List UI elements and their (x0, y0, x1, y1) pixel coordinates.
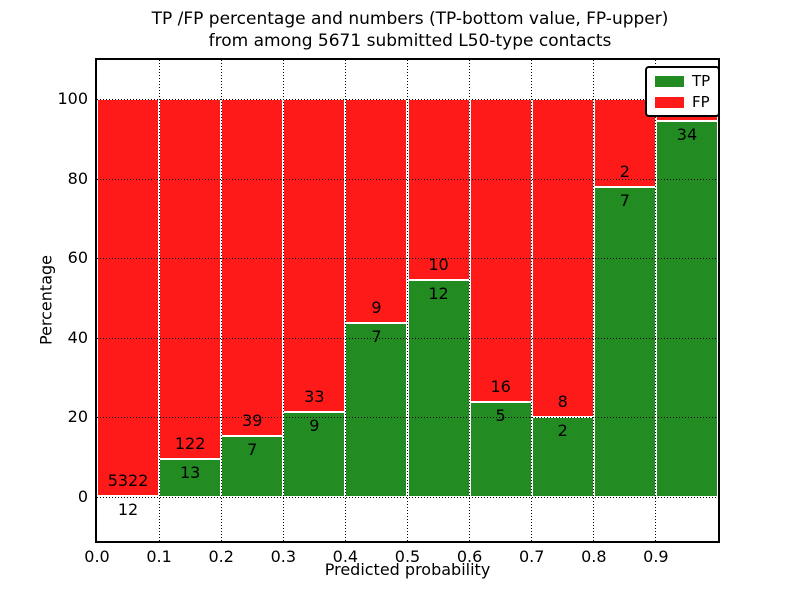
fp-bar-2 (221, 99, 284, 437)
legend-patch-fp (655, 96, 684, 108)
chart-title-line2: from among 5671 submitted L50-type conta… (208, 31, 612, 51)
tp-bar-7 (531, 417, 594, 497)
tp-count-label-8: 7 (619, 191, 630, 211)
fp-bar-5 (407, 99, 470, 280)
fp-bar-6 (469, 99, 532, 403)
x-tick-label-1: 0.1 (146, 547, 172, 566)
tp-bar-9 (655, 121, 718, 497)
x-tick-label-2: 0.2 (208, 547, 234, 566)
fp-bar-3 (283, 99, 346, 412)
y-tick-label-4: 80 (67, 168, 88, 188)
fp-bar-1 (159, 99, 222, 459)
x-tick-label-3: 0.3 (270, 547, 297, 566)
x-tick-label-9: 0.9 (643, 547, 669, 566)
chart-title-line1: TP /FP percentage and numbers (TP-bottom… (151, 9, 669, 29)
fp-count-label-0: 5322 (107, 471, 149, 491)
fp-count-label-3: 33 (304, 386, 325, 406)
legend-label-fp: FP (692, 93, 710, 111)
tp-count-label-4: 7 (371, 326, 382, 346)
legend: TP FP (645, 66, 721, 117)
x-tick-label-8: 0.8 (581, 547, 607, 566)
fp-count-label-6: 16 (490, 377, 511, 397)
x-tick-label-7: 0.7 (518, 547, 545, 566)
x-tick-label-5: 0.5 (394, 547, 421, 566)
tp-count-label-6: 5 (495, 406, 506, 426)
y-tick-label-0: 0 (77, 487, 88, 506)
tp-bar-1 (159, 458, 222, 497)
tp-bar-4 (345, 322, 408, 497)
fp-count-label-4: 9 (371, 297, 382, 317)
tp-bar-2 (221, 436, 284, 497)
legend-label-tp: TP (692, 72, 711, 90)
x-tick-label-4: 0.4 (332, 547, 359, 566)
tp-count-label-5: 12 (428, 283, 449, 303)
tp-bar-3 (283, 411, 346, 497)
fp-count-label-7: 8 (557, 392, 568, 412)
fp-bar-0 (97, 99, 160, 497)
fp-count-label-2: 39 (242, 411, 263, 431)
fp-bar-4 (345, 99, 408, 323)
tp-count-label-3: 9 (309, 415, 320, 435)
x-axis-label: Predicted probability (324, 560, 491, 579)
tp-count-label-9: 34 (676, 125, 698, 145)
fp-bar-8 (593, 99, 656, 188)
tp-count-label-0: 12 (117, 500, 139, 520)
tp-count-label-7: 2 (557, 421, 568, 441)
legend-item-fp: FP (655, 94, 710, 110)
x-tick-label-6: 0.6 (456, 547, 483, 566)
tp-bar-5 (407, 279, 470, 497)
tp-count-label-1: 13 (179, 462, 201, 482)
tp-bar-8 (593, 187, 656, 497)
legend-patch-tp (655, 75, 684, 87)
annotations-layer: 532212122133973399710121658227234 (97, 60, 718, 541)
fp-count-label-1: 122 (174, 433, 206, 453)
chart-title: TP /FP percentage and numbers (TP-bottom… (60, 8, 760, 52)
x-tick-label-0: 0.0 (84, 547, 110, 566)
fp-count-label-8: 2 (619, 162, 630, 182)
fp-count-label-5: 10 (428, 254, 449, 274)
y-tick-label-3: 60 (67, 248, 88, 268)
y-tick-label-1: 20 (67, 407, 88, 427)
tp-count-label-2: 7 (247, 440, 258, 460)
y-tick-label-5: 100 (57, 89, 88, 108)
y-tick-label-2: 40 (67, 327, 88, 347)
legend-item-tp: TP (655, 73, 710, 89)
